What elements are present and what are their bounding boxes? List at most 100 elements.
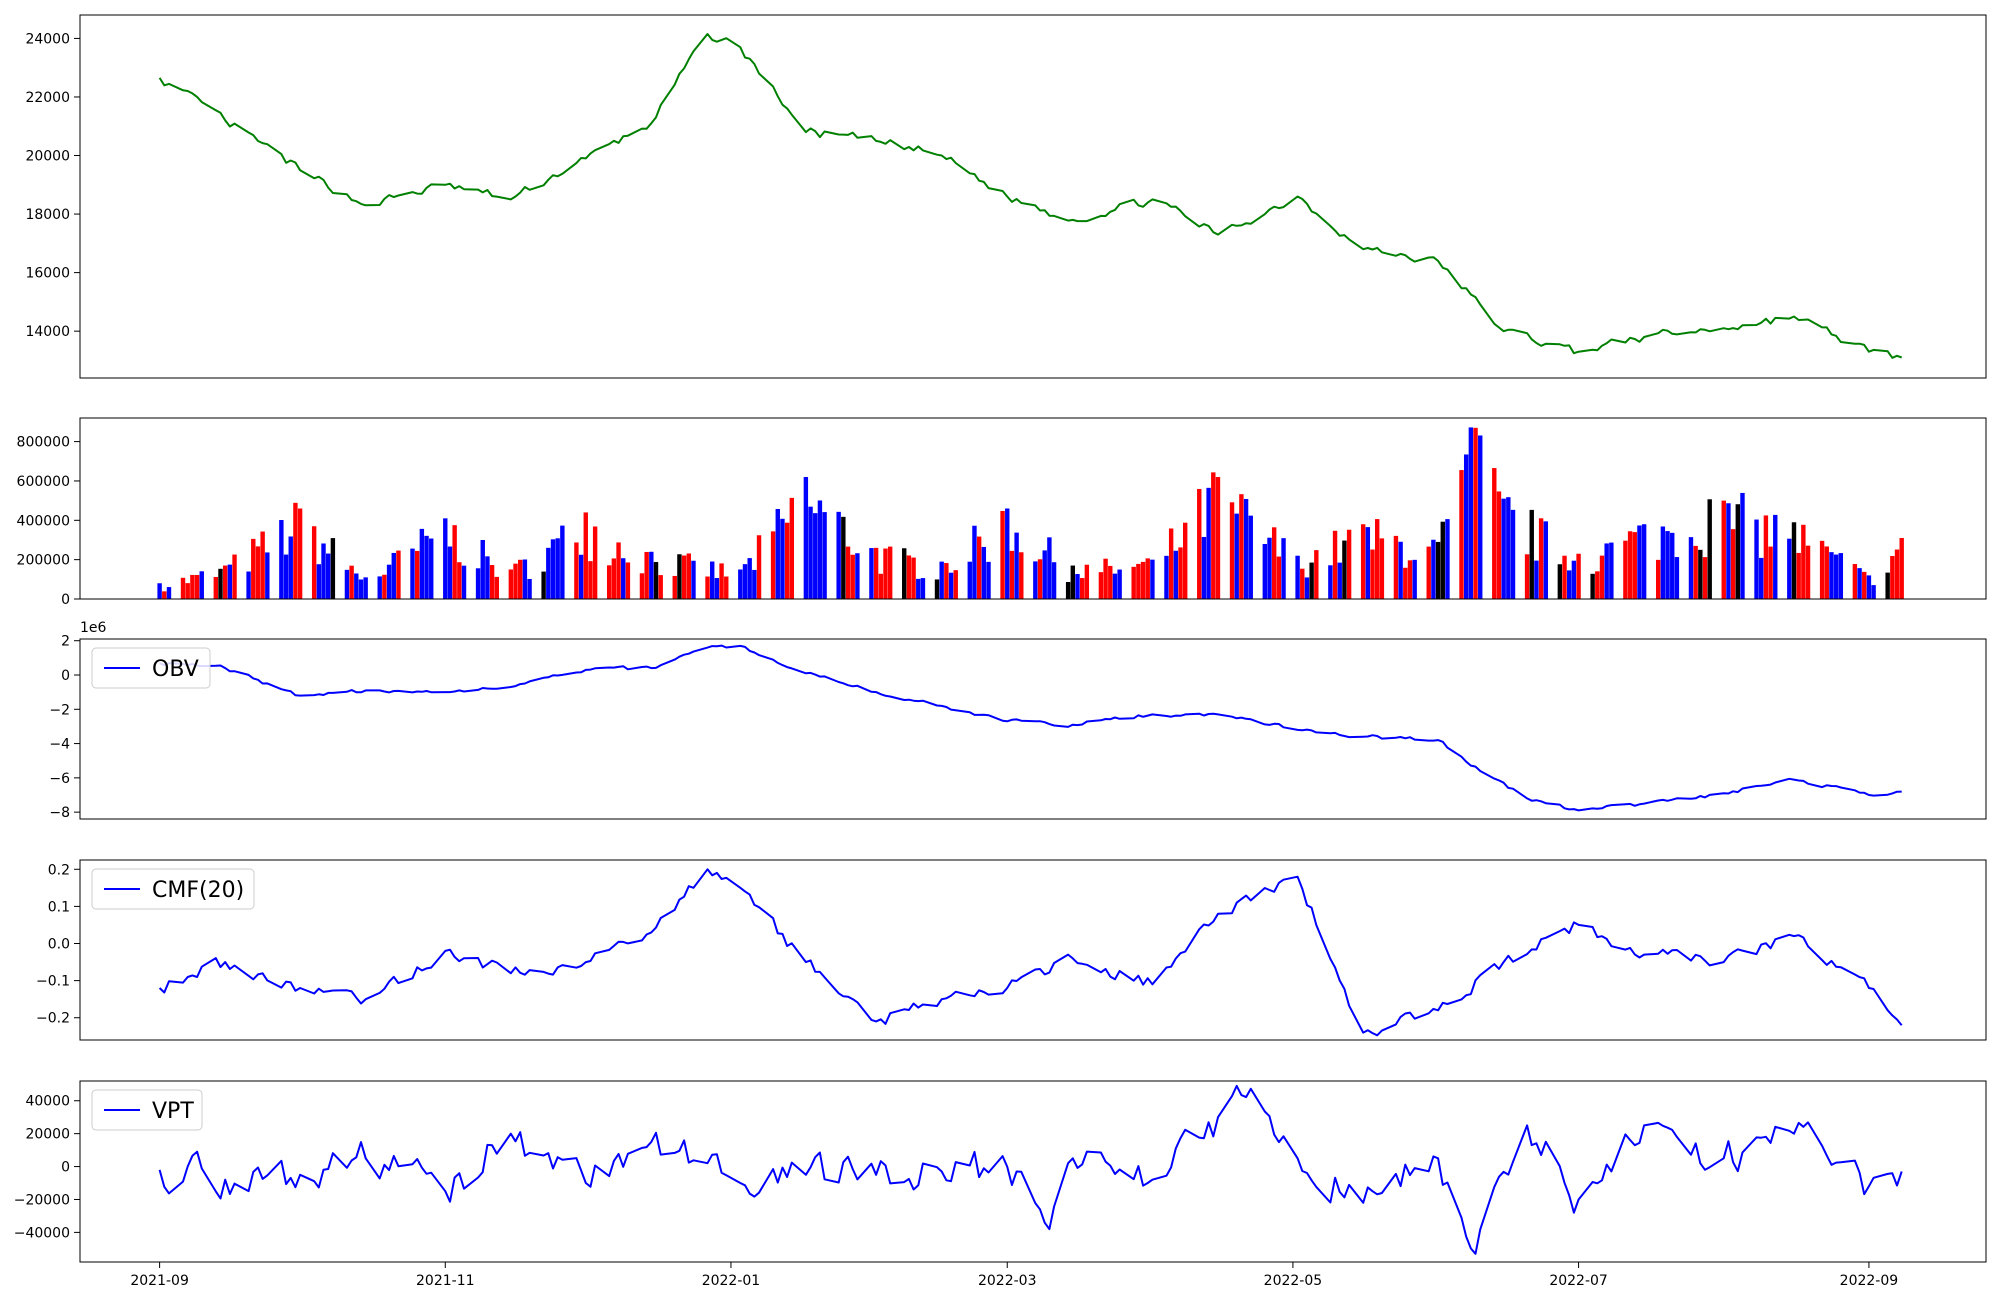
volume-bar	[1637, 525, 1642, 599]
obv-ytick-label: −6	[49, 771, 70, 787]
volume-bar	[770, 531, 776, 599]
volume-bar	[560, 525, 565, 599]
volume-bar	[1538, 518, 1544, 599]
volume-bar	[1182, 522, 1188, 599]
volume-bar	[1557, 564, 1563, 599]
vpt-ytick-label: −40000	[14, 1225, 70, 1241]
volume-bar	[1824, 546, 1829, 599]
volume-bar	[1473, 427, 1478, 599]
obv-ytick-label: 0	[61, 668, 70, 684]
volume-bar	[1047, 537, 1052, 599]
volume-bar	[1314, 550, 1319, 599]
volume-bar	[1819, 540, 1825, 599]
vpt-legend-box	[91, 1089, 203, 1131]
volume-bar	[1393, 535, 1399, 599]
obv-ytick-label: −4	[49, 737, 70, 753]
volume-bar	[672, 575, 677, 599]
volume-bar	[1375, 519, 1380, 599]
volume-bar	[1328, 565, 1333, 599]
volume-bar	[616, 542, 621, 599]
cmf-legend-box	[91, 868, 255, 910]
volume-bar	[1796, 552, 1801, 599]
volume-bar	[1838, 553, 1844, 599]
volume-bar	[419, 528, 425, 599]
volume-bar	[1665, 531, 1670, 599]
volume-bar	[592, 526, 598, 599]
vpt-ytick-label: 0	[61, 1160, 70, 1176]
volume-bar	[1215, 477, 1221, 599]
volume-bar	[1852, 564, 1858, 599]
vpt-legend-label: VPT	[152, 1099, 194, 1124]
volume-bar	[850, 554, 855, 599]
xtick-label: 2022-09	[1840, 1273, 1899, 1289]
cmf-ytick-label: 0.1	[48, 899, 70, 915]
volume-bar	[480, 539, 485, 599]
volume-bar	[1075, 574, 1080, 599]
volume-bar	[1014, 532, 1019, 599]
obv-panel: −8 −6 −4 −2 0 2 1e6 OBV	[49, 620, 1987, 821]
volume-bar	[1337, 562, 1342, 599]
volume-bar	[1885, 572, 1890, 599]
volume-bar	[190, 574, 195, 599]
volume-bar	[1524, 554, 1530, 599]
volume-bar	[1759, 557, 1764, 599]
volume-bar	[808, 506, 813, 599]
volume-bar	[162, 591, 167, 599]
volume-bar	[934, 579, 940, 599]
vpt-legend: VPT	[91, 1089, 203, 1131]
volume-bar	[625, 562, 631, 599]
volume-bar	[1529, 509, 1534, 599]
volume-bar	[1145, 558, 1150, 599]
volume-bar	[756, 535, 762, 599]
volume-bar	[878, 573, 884, 599]
price-panel: 14000 16000 18000 20000 22000 24000	[25, 14, 1987, 379]
volume-bar	[621, 558, 626, 599]
volume-bar	[358, 579, 364, 599]
volume-bar	[1468, 427, 1474, 599]
volume-bar	[691, 560, 696, 599]
volume-bar	[742, 564, 748, 599]
volume-bar	[1674, 557, 1680, 599]
volume-bar	[344, 569, 350, 599]
volume-bar	[321, 543, 326, 599]
vpt-ytick-label: −20000	[14, 1192, 70, 1208]
volume-bar	[1412, 559, 1417, 599]
volume-bar	[780, 518, 785, 599]
cmf-ytick-label: −0.1	[36, 974, 70, 990]
volume-bar	[246, 571, 251, 599]
volume-bar	[185, 583, 190, 599]
volume-bar	[976, 536, 982, 599]
obv-legend: OBV	[91, 647, 211, 689]
volume-bar	[1206, 487, 1211, 599]
volume-bar	[944, 563, 949, 599]
volume-bar	[1599, 555, 1605, 599]
volume-bar	[606, 565, 612, 599]
volume-bar	[1229, 502, 1235, 599]
price-ytick-label: 16000	[25, 266, 70, 282]
volume-bar	[180, 577, 186, 599]
volume-bar	[719, 563, 724, 599]
volume-bar	[1740, 492, 1745, 599]
volume-bar	[396, 550, 401, 599]
volume-bar	[1398, 541, 1403, 599]
volume-bar	[316, 564, 322, 599]
volume-bar	[424, 535, 429, 599]
xtick-label: 2022-05	[1264, 1273, 1323, 1289]
volume-bar	[1655, 559, 1661, 599]
volume-bar	[1543, 521, 1548, 599]
volume-bar	[1136, 563, 1141, 599]
volume-bar	[1243, 498, 1249, 599]
volume-bar	[1248, 515, 1253, 599]
volume-bar	[382, 574, 387, 599]
volume-bar	[789, 497, 795, 599]
price-ytick-label: 14000	[25, 324, 70, 340]
volume-bar	[1150, 559, 1155, 599]
volume-bar	[1234, 513, 1239, 599]
volume-bar	[574, 542, 579, 599]
volume-bar	[1304, 577, 1310, 599]
volume-bar	[1201, 536, 1207, 599]
volume-bar	[1365, 527, 1371, 599]
volume-panel: 0 200000 400000 600000 800000	[17, 417, 1987, 608]
volume-bar	[836, 511, 841, 599]
vpt-ytick-label: 20000	[25, 1127, 70, 1143]
